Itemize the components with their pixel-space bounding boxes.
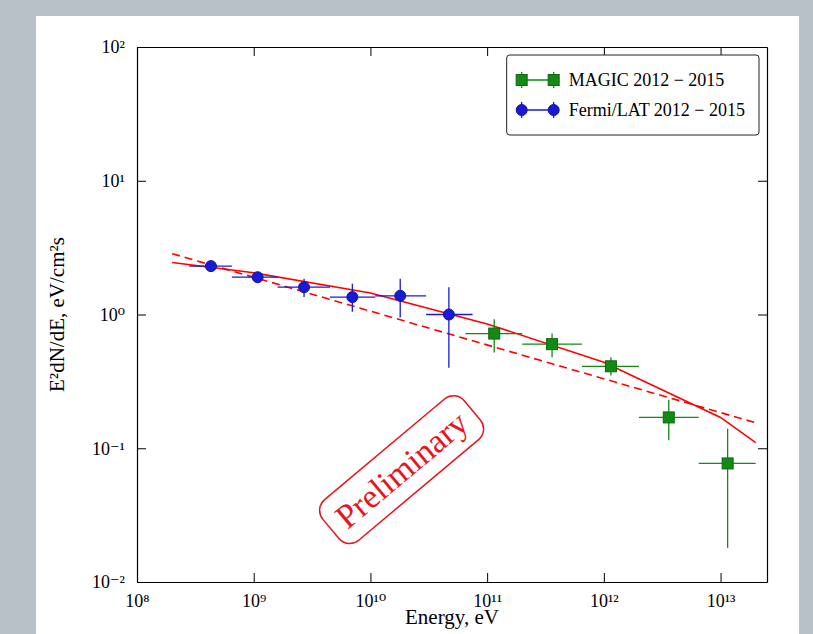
legend-entry: MAGIC 2012 − 2015	[516, 70, 724, 90]
tick-mark	[137, 315, 146, 316]
tick-mark	[721, 573, 722, 582]
tick-mark	[137, 448, 146, 449]
tick-mark	[487, 47, 488, 56]
tick-mark	[254, 573, 255, 582]
point	[205, 261, 216, 272]
error-bar-y	[448, 287, 449, 368]
tick: 10¹²	[590, 573, 619, 611]
tick-mark	[758, 448, 767, 449]
tick: 10²	[102, 37, 146, 57]
tick: 10¹⁰	[356, 573, 387, 611]
tick-mark	[370, 573, 371, 582]
chart: 10⁸10⁹10¹⁰10¹¹10¹²10¹³10⁻²10⁻¹10⁰10¹10²E…	[0, 0, 813, 634]
tick-mark	[254, 47, 255, 56]
fit-line	[172, 254, 756, 423]
point	[489, 328, 500, 339]
legend-box	[507, 55, 759, 135]
tick-label: 10⁸	[125, 591, 149, 611]
point	[722, 458, 733, 469]
legend-symbol	[548, 75, 559, 86]
point	[299, 282, 310, 293]
tick	[370, 47, 371, 56]
tick	[758, 582, 767, 583]
legend-label: Fermi/LAT 2012 − 2015	[569, 100, 745, 120]
x-axis-line	[138, 582, 768, 583]
legend: MAGIC 2012 − 2015 Fermi/LAT 2012 − 2015	[507, 55, 759, 135]
point	[547, 339, 558, 350]
tick	[758, 47, 767, 48]
legend-entry: Fermi/LAT 2012 − 2015	[516, 100, 745, 120]
tick-label: 10⁰	[100, 305, 125, 325]
point	[663, 412, 674, 423]
figure-ground	[36, 16, 799, 634]
tick-mark	[604, 573, 605, 582]
series	[465, 319, 755, 548]
page-ground	[0, 0, 813, 634]
legend-symbol	[516, 105, 527, 116]
y-axis-title: E²dN/dE, eV/cm²s	[45, 237, 69, 392]
point	[395, 290, 406, 301]
tick-mark	[137, 582, 146, 583]
tick: 10¹	[102, 171, 146, 191]
x-axis-top-line	[138, 47, 768, 48]
tick-label: 10⁻¹	[92, 439, 125, 459]
tick: 10⁰	[100, 305, 146, 325]
tick: 10⁹	[242, 573, 266, 611]
tick	[758, 181, 767, 182]
error-bar-y	[727, 429, 728, 548]
tick	[254, 47, 255, 56]
point	[252, 272, 263, 283]
tick-label: 10²	[102, 37, 125, 57]
legend-symbol	[548, 105, 559, 116]
tick-label: 10¹⁰	[356, 591, 387, 611]
point	[347, 292, 358, 303]
point	[443, 309, 454, 320]
x-axis-title: Energy, eV	[405, 605, 499, 629]
tick	[758, 448, 767, 449]
tick: 10⁻²	[92, 572, 146, 592]
tick-mark	[758, 181, 767, 182]
tick-mark	[758, 315, 767, 316]
tick-mark	[487, 573, 488, 582]
tick: 10⁻¹	[92, 439, 146, 459]
plot-area	[172, 254, 756, 548]
tick	[758, 315, 767, 316]
tick: 10¹³	[707, 573, 736, 611]
tick-label: 10¹²	[590, 591, 619, 611]
point	[605, 361, 616, 372]
tick-label: 10⁻²	[92, 572, 125, 592]
tick-label: 10¹	[102, 171, 125, 191]
tick-label: 10⁹	[242, 591, 266, 611]
series	[189, 261, 472, 368]
tick-mark	[137, 47, 146, 48]
y-axis: 10⁻² 10⁻¹ 10⁰ 10¹ 10²	[92, 37, 146, 592]
tick-mark	[370, 47, 371, 56]
legend-label: MAGIC 2012 − 2015	[569, 70, 725, 90]
annotation-box	[314, 390, 489, 549]
annotation: Preliminary	[314, 390, 489, 549]
tick	[487, 47, 488, 56]
tick-label: 10¹³	[707, 591, 736, 611]
legend-symbol	[516, 75, 527, 86]
y-axis-right-line	[767, 48, 768, 583]
tick-mark	[137, 181, 146, 182]
tick-mark	[758, 47, 767, 48]
tick-mark	[758, 582, 767, 583]
annotation-text: Preliminary	[328, 404, 475, 536]
fit-line	[172, 262, 756, 442]
